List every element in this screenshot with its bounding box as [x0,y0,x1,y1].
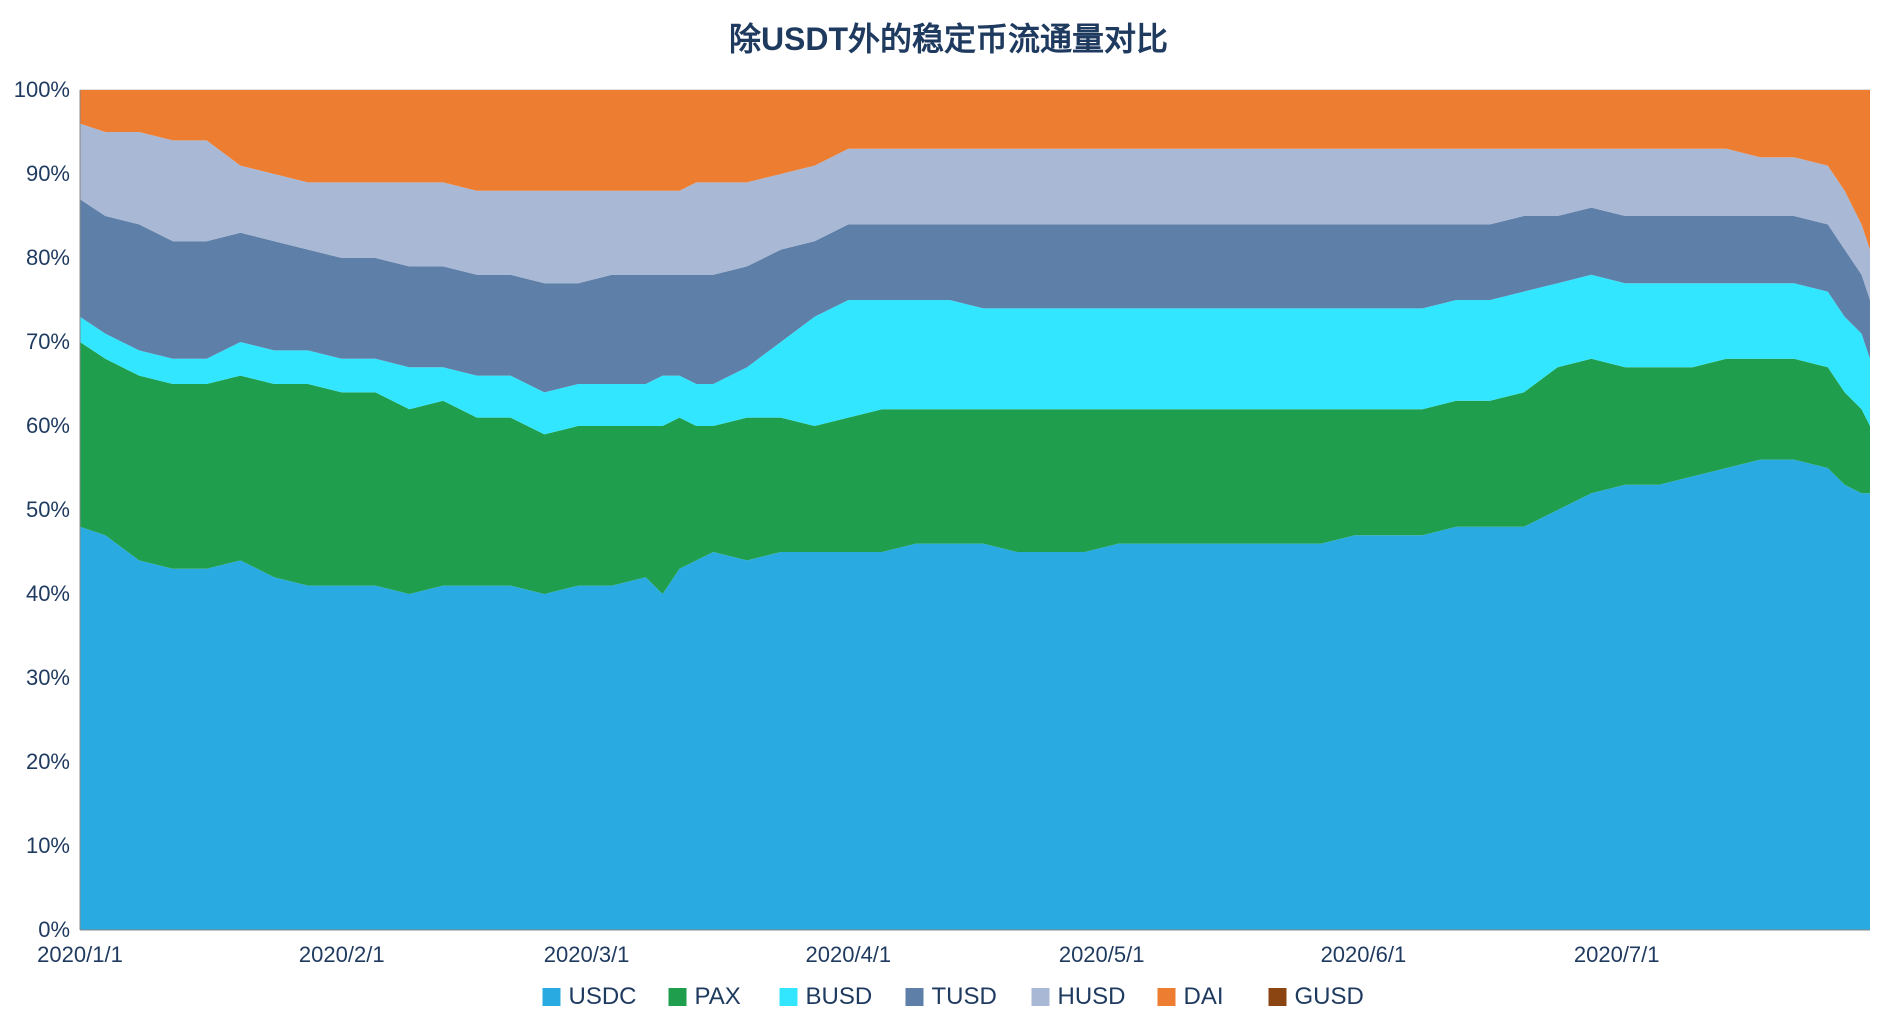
x-tick-label: 2020/1/1 [37,942,123,967]
legend-label-busd: BUSD [806,983,873,1010]
y-tick-label: 50% [26,497,70,522]
x-tick-label: 2020/4/1 [806,942,892,967]
legend-label-pax: PAX [695,983,741,1010]
y-tick-label: 20% [26,749,70,774]
y-tick-label: 30% [26,665,70,690]
y-tick-label: 80% [26,245,70,270]
y-tick-label: 10% [26,833,70,858]
x-tick-label: 2020/5/1 [1059,942,1145,967]
legend-label-gusd: GUSD [1295,983,1364,1010]
legend-label-tusd: TUSD [932,983,997,1010]
legend-swatch-usdc [543,988,561,1006]
x-tick-label: 2020/7/1 [1574,942,1660,967]
y-tick-label: 100% [14,77,70,102]
legend-label-usdc: USDC [569,983,637,1010]
legend-swatch-tusd [906,988,924,1006]
y-tick-label: 70% [26,329,70,354]
stacked-area-chart: 除USDT外的稳定币流通量对比 0% 10% 20% 30% 40% 50% 60% 70% 80… [0,0,1897,1034]
legend-swatch-husd [1032,988,1050,1006]
legend-swatch-gusd [1269,988,1287,1006]
x-tick-label: 2020/3/1 [544,942,630,967]
chart-container: 除USDT外的稳定币流通量对比 0% 10% 20% 30% 40% 50% 60% 70% 80… [0,0,1897,1034]
chart-title: 除USDT外的稳定币流通量对比 [729,21,1168,57]
legend-swatch-dai [1158,988,1176,1006]
y-tick-label: 0% [38,917,70,942]
y-tick-label: 90% [26,161,70,186]
legend-label-dai: DAI [1184,983,1224,1010]
x-tick-label: 2020/6/1 [1321,942,1407,967]
legend-swatch-pax [669,988,687,1006]
y-tick-label: 60% [26,413,70,438]
x-tick-label: 2020/2/1 [299,942,385,967]
y-tick-label: 40% [26,581,70,606]
legend-label-husd: HUSD [1058,983,1126,1010]
legend-swatch-busd [780,988,798,1006]
